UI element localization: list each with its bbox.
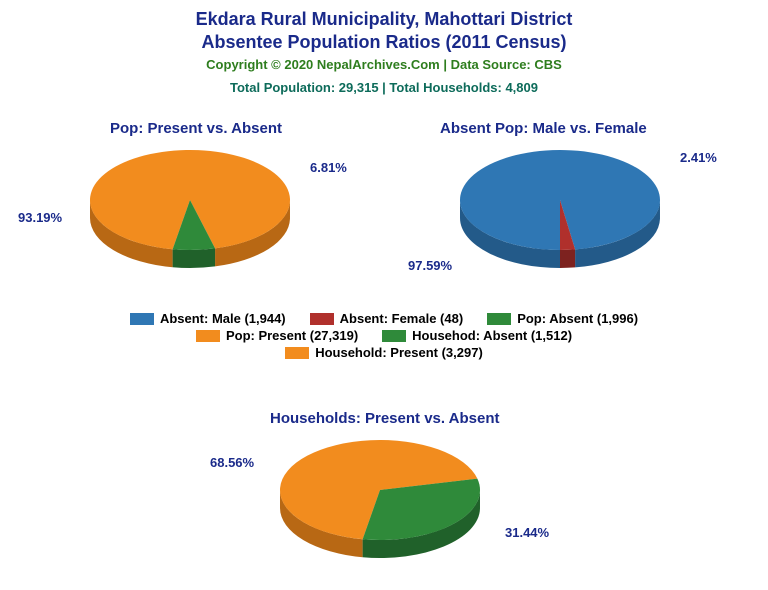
legend: Absent: Male (1,944) Absent: Female (48) P…: [0, 310, 768, 361]
pct-label: 97.59%: [408, 258, 452, 273]
pct-label: 93.19%: [18, 210, 62, 225]
title-line-1: Ekdara Rural Municipality, Mahottari Dis…: [196, 9, 573, 29]
legend-swatch: [382, 330, 406, 342]
legend-swatch: [310, 313, 334, 325]
legend-label: Absent: Female (48): [340, 311, 464, 326]
pct-label: 2.41%: [680, 150, 717, 165]
legend-item: Absent: Male (1,944): [130, 311, 286, 326]
legend-label: Househod: Absent (1,512): [412, 328, 572, 343]
legend-label: Pop: Present (27,319): [226, 328, 358, 343]
pct-label: 6.81%: [310, 160, 347, 175]
legend-item: Pop: Absent (1,996): [487, 311, 638, 326]
legend-swatch: [285, 347, 309, 359]
pie-chart-gender: [430, 140, 690, 300]
legend-swatch: [487, 313, 511, 325]
totals-line: Total Population: 29,315 | Total Househo…: [0, 80, 768, 95]
chart-title-hh: Households: Present vs. Absent: [270, 410, 500, 427]
legend-label: Absent: Male (1,944): [160, 311, 286, 326]
copyright-line: Copyright © 2020 NepalArchives.Com | Dat…: [0, 57, 768, 72]
pie-chart-hh: [250, 430, 510, 590]
pct-label: 68.56%: [210, 455, 254, 470]
chart-title-pop: Pop: Present vs. Absent: [110, 120, 282, 137]
pct-label: 31.44%: [505, 525, 549, 540]
header-block: Ekdara Rural Municipality, Mahottari Dis…: [0, 0, 768, 95]
pie-chart-pop: [60, 140, 320, 300]
legend-swatch: [130, 313, 154, 325]
chart-title-gender: Absent Pop: Male vs. Female: [440, 120, 647, 137]
legend-label: Household: Present (3,297): [315, 345, 483, 360]
legend-swatch: [196, 330, 220, 342]
legend-label: Pop: Absent (1,996): [517, 311, 638, 326]
main-title: Ekdara Rural Municipality, Mahottari Dis…: [0, 8, 768, 53]
legend-item: Househod: Absent (1,512): [382, 328, 572, 343]
legend-item: Absent: Female (48): [310, 311, 464, 326]
legend-item: Pop: Present (27,319): [196, 328, 358, 343]
title-line-2: Absentee Population Ratios (2011 Census): [201, 32, 566, 52]
legend-item: Household: Present (3,297): [285, 345, 483, 360]
